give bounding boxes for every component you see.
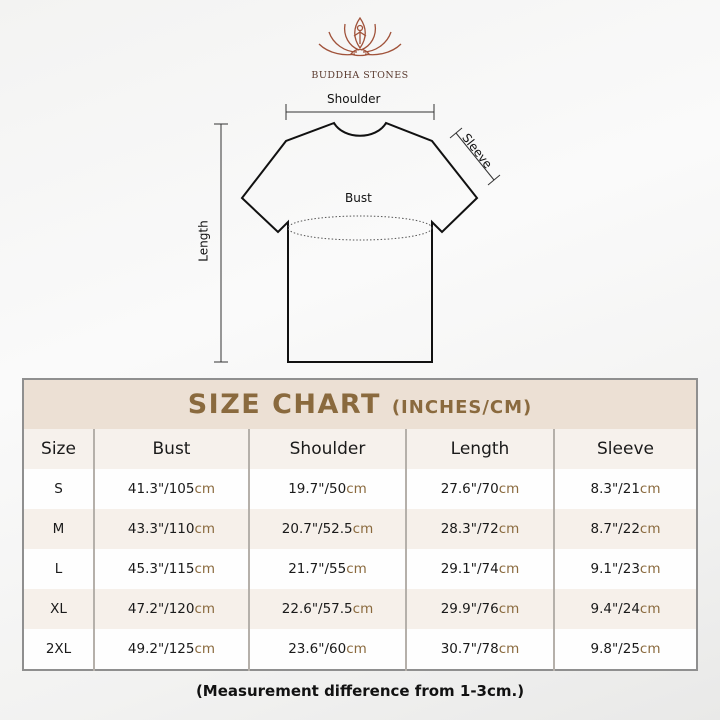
header-shoulder: Shoulder: [248, 429, 406, 469]
value: 22.6"/57.5: [281, 601, 353, 617]
header-row: Size Bust Shoulder Length Sleeve: [23, 429, 697, 469]
unit: cm: [346, 561, 367, 577]
unit: cm: [194, 641, 216, 657]
unit: cm: [498, 561, 520, 577]
title-text: SIZE CHART: [187, 389, 381, 420]
unit: cm: [639, 481, 661, 497]
size-cell: S: [23, 469, 94, 509]
measure-cell: 27.6"/70cm: [405, 469, 554, 509]
measure-cell: 9.1"/23cm: [553, 549, 697, 589]
measure-cell: 21.7"/55cm: [248, 549, 406, 589]
measure-cell: 9.8"/25cm: [553, 629, 697, 670]
header-bust: Bust: [93, 429, 249, 469]
value: 30.7"/78: [440, 641, 499, 657]
header-size: Size: [23, 429, 94, 469]
measure-cell: 47.2"/120cm: [93, 589, 249, 629]
value: 47.2"/120: [127, 601, 195, 617]
header-length: Length: [405, 429, 554, 469]
brand-name: BUDDHA STONES: [311, 70, 409, 81]
measure-cell: 29.1"/74cm: [405, 549, 554, 589]
value: 29.9"/76: [440, 601, 499, 617]
unit: cm: [639, 641, 661, 657]
unit: cm: [352, 521, 374, 537]
unit: cm: [346, 481, 367, 497]
value: 9.1"/23: [590, 561, 640, 577]
size-cell: L: [23, 549, 94, 589]
value: 8.7"/22: [590, 521, 640, 537]
measure-cell: 41.3"/105cm: [93, 469, 249, 509]
table-row: M 43.3"/110cm 20.7"/52.5cm 28.3"/72cm 8.7"/2…: [23, 509, 697, 549]
measure-cell: 20.7"/52.5cm: [248, 509, 406, 549]
measure-cell: 45.3"/115cm: [93, 549, 249, 589]
measure-cell: 30.7"/78cm: [405, 629, 554, 670]
tshirt-diagram: [214, 104, 501, 363]
measure-cell: 49.2"/125cm: [93, 629, 249, 670]
value: 23.6"/60: [288, 641, 347, 657]
value: 28.3"/72: [440, 521, 499, 537]
measure-cell: 8.7"/22cm: [553, 509, 697, 549]
size-cell: 2XL: [23, 629, 94, 670]
brand-logo: BUDDHA STONES: [300, 14, 420, 81]
tshirt-outline: [240, 121, 479, 363]
unit: cm: [498, 481, 520, 497]
length-label: Length: [196, 220, 211, 262]
size-chart-title: SIZE CHART (INCHES/CM): [23, 379, 697, 429]
measure-cell: 23.6"/60cm: [248, 629, 406, 670]
bust-label: Bust: [345, 191, 372, 205]
value: 49.2"/125: [127, 641, 195, 657]
measure-cell: 28.3"/72cm: [405, 509, 554, 549]
size-cell: XL: [23, 589, 94, 629]
lotus-meditation-icon: [318, 16, 402, 57]
table-row: XL 47.2"/120cm 22.6"/57.5cm 29.9"/76cm 9.4"/…: [23, 589, 697, 629]
measure-cell: 9.4"/24cm: [553, 589, 697, 629]
unit: cm: [639, 561, 661, 577]
value: 20.7"/52.5: [281, 521, 353, 537]
measure-cell: 22.6"/57.5cm: [248, 589, 406, 629]
size-cell: M: [23, 509, 94, 549]
value: 29.1"/74: [440, 561, 499, 577]
shoulder-label: Shoulder: [327, 92, 381, 106]
size-chart-table: SIZE CHART (INCHES/CM) Size Bust Shoulde…: [22, 378, 698, 671]
value: 9.4"/24: [590, 601, 640, 617]
table-row: S 41.3"/105cm 19.7"/50cm 27.6"/70cm 8.3"/21c…: [23, 469, 697, 509]
unit: cm: [498, 601, 520, 617]
header-sleeve: Sleeve: [553, 429, 697, 469]
unit: cm: [194, 601, 216, 617]
value: 45.3"/115: [127, 561, 195, 577]
unit: cm: [639, 601, 661, 617]
unit: cm: [352, 601, 374, 617]
measure-cell: 19.7"/50cm: [248, 469, 406, 509]
value: 8.3"/21: [590, 481, 640, 497]
value: 19.7"/50: [288, 481, 347, 497]
value: 43.3"/110: [127, 521, 195, 537]
value: 9.8"/25: [590, 641, 640, 657]
title-units: (INCHES/CM): [391, 397, 533, 418]
unit: cm: [194, 561, 216, 577]
measure-cell: 8.3"/21cm: [553, 469, 697, 509]
measure-cell: 43.3"/110cm: [93, 509, 249, 549]
unit: cm: [639, 521, 661, 537]
table-row: L 45.3"/115cm 21.7"/55cm 29.1"/74cm 9.1"/23c…: [23, 549, 697, 589]
measurement-note: (Measurement difference from 1-3cm.): [195, 682, 525, 700]
unit: cm: [498, 641, 520, 657]
value: 21.7"/55: [288, 561, 347, 577]
unit: cm: [194, 521, 216, 537]
unit: cm: [498, 521, 520, 537]
measure-cell: 29.9"/76cm: [405, 589, 554, 629]
unit: cm: [194, 481, 216, 497]
unit: cm: [346, 641, 367, 657]
value: 41.3"/105: [127, 481, 195, 497]
table-row: 2XL 49.2"/125cm 23.6"/60cm 30.7"/78cm 9.8"/2…: [23, 629, 697, 670]
value: 27.6"/70: [440, 481, 499, 497]
